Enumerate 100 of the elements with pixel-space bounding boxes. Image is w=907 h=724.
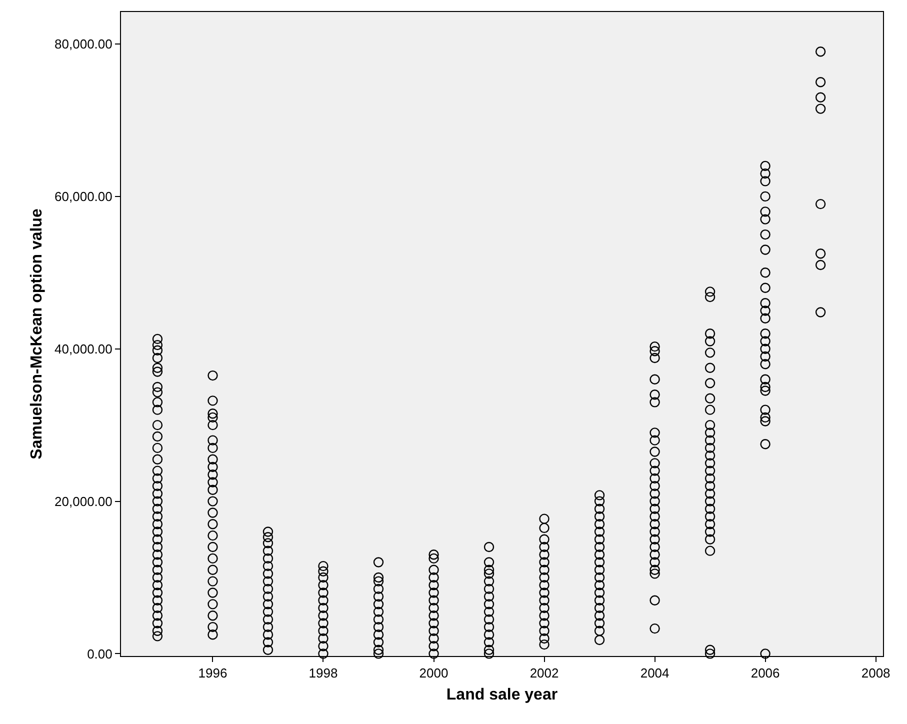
point xyxy=(704,292,716,302)
point xyxy=(208,454,218,464)
point xyxy=(815,46,826,57)
point xyxy=(262,606,274,617)
point xyxy=(152,340,163,350)
point xyxy=(262,630,274,640)
point xyxy=(650,519,660,530)
point xyxy=(704,488,716,499)
point xyxy=(484,606,494,617)
point xyxy=(760,382,770,392)
point xyxy=(650,564,660,575)
point xyxy=(650,473,660,484)
point xyxy=(152,534,163,544)
point xyxy=(208,396,218,406)
point xyxy=(704,648,716,659)
point xyxy=(594,490,605,500)
point xyxy=(318,566,328,576)
x-tick-label: 2008 xyxy=(861,666,890,681)
point xyxy=(650,557,660,568)
point xyxy=(262,568,274,579)
point xyxy=(650,446,660,457)
point xyxy=(704,442,716,454)
point xyxy=(650,623,660,634)
point xyxy=(650,428,660,438)
point xyxy=(815,248,826,259)
point xyxy=(208,564,218,575)
point xyxy=(208,630,218,640)
point xyxy=(428,580,439,590)
point xyxy=(152,466,163,476)
point xyxy=(484,614,494,625)
point xyxy=(208,508,218,518)
point xyxy=(152,626,163,636)
point xyxy=(760,313,770,324)
point xyxy=(760,282,770,293)
point xyxy=(704,534,716,544)
point xyxy=(704,435,716,446)
point xyxy=(318,572,328,583)
point xyxy=(760,214,770,224)
point xyxy=(704,511,716,522)
point xyxy=(760,328,770,339)
point xyxy=(484,568,494,579)
point xyxy=(262,614,274,625)
point xyxy=(428,618,439,628)
point xyxy=(262,637,274,648)
point xyxy=(152,454,163,464)
point xyxy=(208,470,218,480)
point xyxy=(152,382,163,392)
point xyxy=(760,206,770,217)
point xyxy=(760,336,770,346)
y-tick-label: 40,000.00 xyxy=(54,341,112,356)
point xyxy=(650,466,660,476)
point xyxy=(152,610,163,621)
point xyxy=(539,626,550,636)
point xyxy=(428,626,439,636)
point xyxy=(373,557,384,568)
point xyxy=(318,610,328,621)
point xyxy=(484,564,494,575)
x-tick-label: 1996 xyxy=(198,666,228,681)
point xyxy=(594,618,605,628)
point xyxy=(318,618,328,628)
point xyxy=(484,630,494,640)
point xyxy=(152,480,163,492)
point xyxy=(484,648,494,659)
point xyxy=(704,458,716,468)
point xyxy=(428,564,439,575)
point xyxy=(704,428,716,438)
y-tick-label: 60,000.00 xyxy=(54,188,112,204)
point xyxy=(262,644,274,655)
point xyxy=(539,602,550,614)
point xyxy=(152,496,163,506)
point xyxy=(152,631,163,642)
point xyxy=(539,610,550,621)
point xyxy=(594,534,605,544)
point xyxy=(760,404,770,415)
point xyxy=(539,564,550,575)
point xyxy=(208,530,218,541)
point xyxy=(760,168,770,179)
point xyxy=(262,526,274,537)
x-tick-label: 2002 xyxy=(530,666,559,681)
point xyxy=(262,584,274,594)
point xyxy=(152,387,163,398)
point xyxy=(373,614,384,625)
point xyxy=(373,644,384,655)
point xyxy=(539,639,550,650)
point xyxy=(650,374,660,384)
point xyxy=(152,519,163,530)
point xyxy=(208,622,218,632)
point xyxy=(650,397,660,408)
point xyxy=(208,462,218,472)
point xyxy=(152,366,163,377)
point xyxy=(152,473,163,484)
point xyxy=(208,484,218,495)
point xyxy=(484,542,494,552)
point xyxy=(704,328,716,339)
point xyxy=(152,511,163,522)
y-tick-label: 80,000.00 xyxy=(54,36,112,52)
point xyxy=(594,626,605,636)
point xyxy=(484,557,494,568)
point xyxy=(152,431,163,442)
point xyxy=(428,602,439,614)
